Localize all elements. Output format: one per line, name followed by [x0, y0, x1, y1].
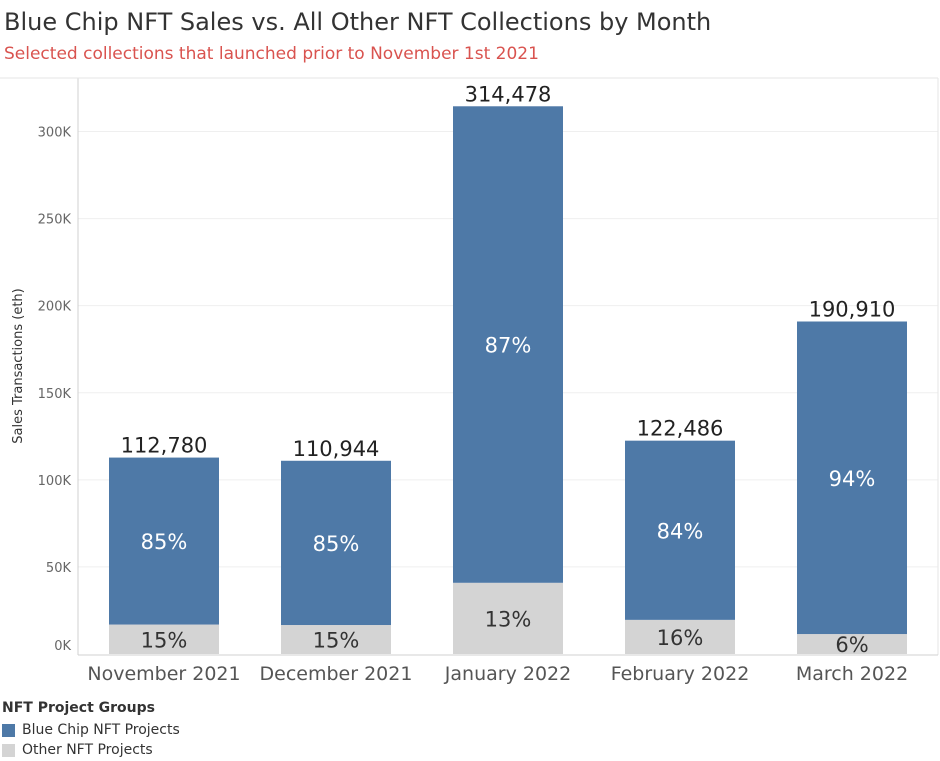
bar-total-label: 122,486 — [637, 417, 724, 441]
bar-label-other-percent: 13% — [485, 607, 532, 631]
bar-segment-other — [453, 582, 563, 654]
y-tick-label: 0K — [54, 639, 71, 654]
y-tick-label: 200K — [38, 300, 72, 315]
bar-segment-blue-chip — [453, 106, 563, 583]
legend-title: NFT Project Groups — [2, 700, 155, 716]
legend-item-other[interactable]: Other NFT Projects — [2, 740, 180, 760]
bar-label-other-percent: 6% — [835, 633, 868, 657]
bar-total-label: 314,478 — [465, 82, 552, 106]
bar-total-label: 112,780 — [121, 434, 208, 458]
x-tick-label: December 2021 — [260, 663, 413, 685]
bar-segment-blue-chip — [281, 460, 391, 626]
legend-label-other: Other NFT Projects — [22, 742, 153, 758]
bar-total-label: 190,910 — [809, 297, 896, 321]
bar-label-other-percent: 16% — [657, 626, 704, 650]
bar-segment-other — [797, 634, 907, 654]
bar-label-other-percent: 15% — [141, 628, 188, 652]
x-tick-label: February 2022 — [611, 663, 750, 685]
bar-label-other-percent: 15% — [313, 629, 360, 653]
stacked-bar-chart: 0K 50K 100K 150K 200K 250K 300K Sales Transacti… — [0, 77, 939, 685]
bar-segment-blue-chip — [625, 440, 735, 620]
bar-segment-blue-chip — [109, 457, 219, 625]
y-tick-label: 50K — [46, 561, 72, 576]
legend: NFT Project Groups Blue Chip NFT Project… — [2, 700, 180, 760]
bar-segment-other — [625, 619, 735, 654]
bar-label-blue-chip-percent: 94% — [829, 467, 876, 491]
legend-item-blue-chip[interactable]: Blue Chip NFT Projects — [2, 720, 180, 740]
bar-label-blue-chip-percent: 85% — [141, 530, 188, 554]
bar-label-blue-chip-percent: 85% — [313, 532, 360, 556]
chart-title: Blue Chip NFT Sales vs. All Other NFT Co… — [4, 8, 712, 36]
legend-label-blue-chip: Blue Chip NFT Projects — [22, 722, 180, 738]
bar-label-blue-chip-percent: 84% — [657, 519, 704, 543]
x-tick-label: November 2021 — [87, 663, 240, 685]
bar-segment-other — [281, 625, 391, 654]
y-axis-title: Sales Transactions (eth) — [11, 288, 26, 444]
bar-label-blue-chip-percent: 87% — [485, 334, 532, 358]
y-tick-label: 100K — [38, 474, 72, 489]
bar-segment-other — [109, 624, 219, 654]
y-tick-label: 300K — [38, 126, 72, 141]
bar-segment-blue-chip — [797, 321, 907, 635]
bar-total-label: 110,944 — [293, 437, 380, 461]
legend-swatch-blue-chip — [2, 723, 15, 737]
x-tick-label: January 2022 — [444, 663, 571, 685]
chart-subtitle: Selected collections that launched prior… — [4, 44, 539, 64]
x-tick-label: March 2022 — [796, 663, 908, 685]
y-tick-label: 150K — [38, 387, 72, 402]
legend-swatch-other — [2, 743, 15, 757]
y-tick-label: 250K — [38, 213, 72, 228]
